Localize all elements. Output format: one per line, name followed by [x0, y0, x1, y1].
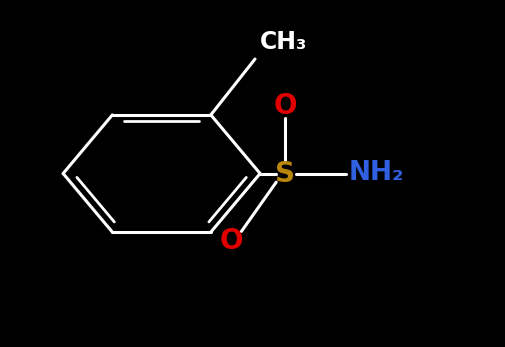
Text: NH₂: NH₂ [348, 161, 404, 186]
Text: O: O [220, 227, 243, 255]
Text: O: O [274, 92, 297, 120]
Text: S: S [275, 160, 295, 187]
Text: CH₃: CH₃ [260, 30, 308, 54]
